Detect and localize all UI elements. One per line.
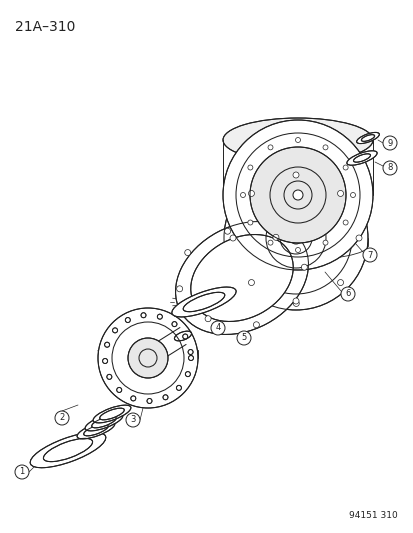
Circle shape bbox=[272, 235, 278, 240]
Circle shape bbox=[182, 334, 187, 339]
Circle shape bbox=[163, 395, 168, 400]
Text: 9: 9 bbox=[387, 139, 392, 148]
Text: 6: 6 bbox=[344, 289, 350, 298]
Circle shape bbox=[176, 385, 181, 390]
Circle shape bbox=[322, 145, 327, 150]
Circle shape bbox=[337, 279, 343, 286]
Ellipse shape bbox=[223, 118, 372, 162]
Circle shape bbox=[55, 411, 69, 425]
Circle shape bbox=[171, 321, 176, 327]
Ellipse shape bbox=[190, 235, 292, 321]
Ellipse shape bbox=[77, 421, 115, 439]
Circle shape bbox=[128, 338, 168, 378]
Circle shape bbox=[211, 321, 224, 335]
Circle shape bbox=[104, 342, 109, 347]
Circle shape bbox=[340, 287, 354, 301]
Circle shape bbox=[253, 322, 259, 328]
Circle shape bbox=[342, 165, 347, 170]
Ellipse shape bbox=[346, 151, 376, 165]
Text: 8: 8 bbox=[387, 164, 392, 173]
Circle shape bbox=[248, 190, 254, 197]
Circle shape bbox=[107, 374, 112, 379]
Circle shape bbox=[267, 145, 272, 150]
Circle shape bbox=[98, 308, 197, 408]
Circle shape bbox=[342, 220, 347, 225]
Ellipse shape bbox=[30, 432, 106, 468]
Circle shape bbox=[350, 192, 355, 198]
Text: 2: 2 bbox=[59, 414, 64, 423]
Text: 21A–310: 21A–310 bbox=[15, 20, 75, 34]
Circle shape bbox=[188, 350, 192, 354]
Circle shape bbox=[240, 192, 245, 198]
Text: 7: 7 bbox=[366, 251, 372, 260]
Ellipse shape bbox=[85, 413, 123, 431]
Circle shape bbox=[362, 248, 376, 262]
Circle shape bbox=[295, 247, 300, 253]
Circle shape bbox=[267, 240, 272, 245]
Ellipse shape bbox=[353, 154, 370, 162]
Circle shape bbox=[382, 136, 396, 150]
Circle shape bbox=[185, 372, 190, 377]
Circle shape bbox=[15, 465, 29, 479]
Circle shape bbox=[176, 286, 182, 292]
Circle shape bbox=[292, 298, 298, 304]
Circle shape bbox=[131, 396, 135, 401]
Ellipse shape bbox=[361, 135, 374, 141]
Circle shape bbox=[223, 166, 367, 310]
Circle shape bbox=[147, 399, 152, 403]
Ellipse shape bbox=[93, 405, 131, 423]
Ellipse shape bbox=[174, 331, 191, 341]
Circle shape bbox=[224, 228, 230, 234]
Ellipse shape bbox=[83, 424, 108, 436]
Circle shape bbox=[289, 232, 301, 244]
Circle shape bbox=[116, 387, 121, 392]
Circle shape bbox=[236, 331, 250, 345]
Circle shape bbox=[126, 413, 140, 427]
Circle shape bbox=[248, 279, 254, 286]
Circle shape bbox=[188, 356, 193, 360]
Circle shape bbox=[292, 301, 299, 306]
Text: 94151 310: 94151 310 bbox=[349, 511, 397, 520]
Circle shape bbox=[230, 235, 235, 241]
Text: 5: 5 bbox=[241, 334, 246, 343]
Ellipse shape bbox=[171, 287, 235, 317]
Circle shape bbox=[141, 313, 146, 318]
Ellipse shape bbox=[92, 416, 116, 428]
Ellipse shape bbox=[100, 408, 124, 420]
Text: 4: 4 bbox=[215, 324, 220, 333]
Circle shape bbox=[292, 190, 302, 200]
Circle shape bbox=[184, 249, 190, 255]
Circle shape bbox=[102, 359, 107, 364]
Circle shape bbox=[249, 147, 345, 243]
Circle shape bbox=[301, 264, 306, 270]
Text: 3: 3 bbox=[130, 416, 135, 424]
Circle shape bbox=[295, 138, 300, 142]
Circle shape bbox=[292, 172, 298, 178]
Circle shape bbox=[223, 120, 372, 270]
Circle shape bbox=[125, 318, 130, 322]
Circle shape bbox=[204, 316, 211, 322]
Circle shape bbox=[266, 208, 325, 268]
Circle shape bbox=[322, 240, 327, 245]
Circle shape bbox=[112, 328, 117, 333]
Ellipse shape bbox=[183, 292, 224, 312]
Ellipse shape bbox=[43, 438, 93, 462]
Circle shape bbox=[247, 165, 252, 170]
Ellipse shape bbox=[175, 222, 308, 335]
Circle shape bbox=[355, 235, 361, 241]
Circle shape bbox=[337, 190, 343, 197]
Circle shape bbox=[157, 314, 162, 319]
Text: 1: 1 bbox=[19, 467, 24, 477]
Circle shape bbox=[247, 220, 252, 225]
Ellipse shape bbox=[356, 132, 378, 143]
Circle shape bbox=[382, 161, 396, 175]
